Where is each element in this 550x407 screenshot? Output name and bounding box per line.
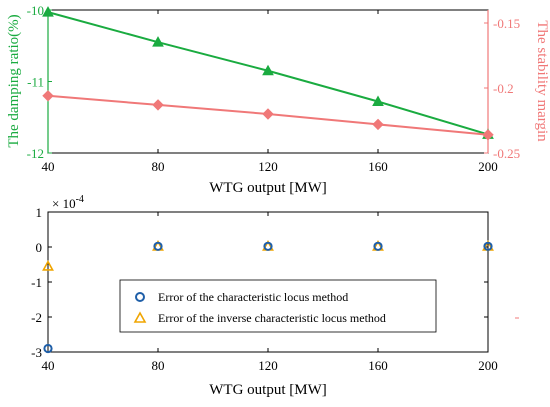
top-y2-tick-label: -0.25 (493, 146, 520, 161)
bottom-x-axis-label: WTG output [MW] (209, 382, 326, 398)
bottom-series-1-point (153, 241, 163, 251)
top-x-tick-label: 40 (42, 159, 55, 174)
bottom-y-tick-label: 1 (36, 205, 43, 220)
bottom-y-tick-label: -1 (31, 275, 42, 290)
top-x-tick-label: 200 (478, 159, 498, 174)
bottom-y-tick-label: -2 (31, 310, 42, 325)
bottom-y-tick-label: 0 (36, 240, 43, 255)
top-y-tick-label: -10 (27, 3, 44, 18)
top-y-axis-label: The damping ratio(%) (6, 14, 22, 147)
top-y2-tick-label: -0.2 (493, 81, 514, 96)
bottom-chart: 40 80 120 160 200 1 0 -1 -2 -3 × 10-4 WTG output… (31, 194, 498, 398)
top-series-2-point (372, 118, 384, 131)
exponent-base: × 10 (52, 196, 76, 211)
bottom-x-tick-label: 80 (152, 358, 165, 373)
top-x-ticks: 40 80 120 160 200 (42, 10, 498, 174)
top-series-2-point (262, 108, 274, 120)
top-y-ticks: -10 -11 -12 (27, 3, 52, 161)
legend-entry-2: Error of the inverse characteristic locu… (158, 311, 386, 325)
top-y-tick-label: -11 (27, 75, 44, 90)
top-x-axis-label: WTG output [MW] (209, 180, 326, 196)
bottom-series-1-point (483, 241, 493, 251)
top-chart: 40 80 120 160 200 -10 -11 -12 -0.15 -0.2 -0.25 W… (6, 3, 550, 196)
exponent-power: -4 (76, 194, 84, 205)
top-series-layer (42, 6, 494, 141)
top-plot-frame (47, 9, 489, 154)
bottom-y-ticks: 1 0 -1 -2 -3 (31, 205, 488, 360)
top-y-tick-label: -12 (27, 146, 44, 161)
top-series-2-point (152, 99, 164, 111)
bottom-series-1-point (263, 241, 273, 251)
top-series-2-point (42, 90, 54, 102)
bottom-series-layer (42, 240, 494, 354)
bottom-y-exponent: × 10-4 (52, 194, 84, 211)
top-x-tick-label: 120 (258, 159, 278, 174)
bottom-y-tick-label: -3 (31, 345, 42, 360)
top-x-tick-label: 160 (368, 159, 388, 174)
bottom-x-tick-label: 160 (368, 358, 388, 373)
bottom-x-tick-label: 40 (42, 358, 55, 373)
legend-marker-circle (135, 292, 145, 302)
top-series-2-point (482, 129, 494, 141)
top-y2-axis-label: The stability margin (534, 20, 550, 142)
legend-box (119, 279, 437, 333)
bottom-x-tick-label: 200 (478, 358, 498, 373)
legend: Error of the characteristic locus method… (119, 279, 437, 333)
top-series-1-point (152, 36, 164, 47)
top-series-1-point (42, 6, 54, 17)
legend-entry-1: Error of the characteristic locus method (158, 290, 348, 304)
bottom-series-1-point (43, 343, 53, 354)
top-series-1-point (372, 95, 384, 107)
bottom-x-ticks: 40 80 120 160 200 (42, 212, 498, 373)
legend-marker-triangle (133, 311, 147, 323)
bottom-series-2-point (42, 260, 54, 271)
top-y2-tick-label: -0.15 (493, 16, 520, 31)
bottom-series-1-point (373, 241, 383, 251)
top-x-tick-label: 80 (152, 159, 165, 174)
bottom-x-tick-label: 120 (258, 358, 278, 373)
top-series-1-point (262, 64, 274, 76)
